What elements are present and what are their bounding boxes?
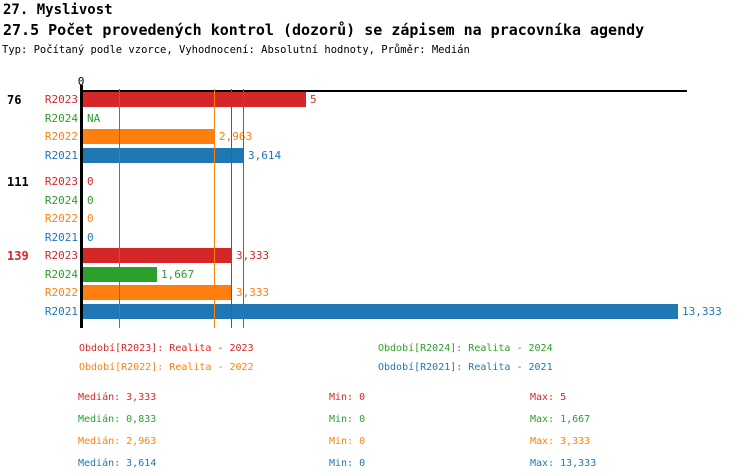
stat-max: Max: 13,333 [530,458,597,469]
bar [83,303,678,319]
group-label: 139 [7,249,29,263]
stat-median: Medián: 0,833 [78,414,157,425]
bar-value-label: 0 [87,212,94,225]
y-axis-line [80,85,83,328]
bar [83,147,244,163]
series-label: R2022 [44,130,78,143]
series-label: R2023 [44,93,78,106]
stat-median: Medián: 3,333 [78,392,157,403]
bar-value-label: 5 [310,93,317,106]
stat-min: Min: 0 [329,414,366,425]
series-label: R2024 [44,111,78,125]
bar-value-label: 13,333 [682,304,722,318]
x-axis-line [80,90,687,92]
series-label: R2023 [44,175,78,188]
bar [83,248,232,263]
bar [83,129,215,144]
bar-value-label: 3,333 [236,249,270,262]
median-line [214,89,216,328]
bar-value-label: 0 [87,193,94,207]
chart-meta: Typ: Počítaný podle vzorce, Vyhodnocení:… [2,44,470,56]
bar-value-label: 0 [87,230,94,244]
series-label: R2023 [44,249,78,262]
bar-value-label: 3,614 [248,148,282,162]
bar-value-label: 2,963 [219,130,253,143]
median-line [119,89,121,328]
median-line [243,89,245,328]
group-label: 111 [7,175,29,189]
page-subtitle: 27.5 Počet provedených kontrol (dozorů) … [3,21,645,39]
bar-value-label: 3,333 [236,286,270,299]
stat-median: Medián: 3,614 [78,458,157,469]
bar-value-label: 1,667 [161,267,195,281]
stat-min: Min: 0 [329,458,366,469]
stat-max: Max: 1,667 [530,414,591,425]
bar [83,285,232,300]
series-label: R2022 [44,212,78,225]
stat-max: Max: 5 [530,392,567,403]
bar-chart: 0 76 R2023 5 R2024 NA R2022 2,963 R2021 3,614 111 R… [0,60,750,332]
page-title: 27. Myslivost [3,2,113,18]
stat-min: Min: 0 [329,436,366,447]
bar-value-label: NA [87,111,101,125]
stat-min: Min: 0 [329,392,366,403]
legend-item-r2023: Období[R2023]: Realita - 2023 [79,343,254,354]
legend-item-r2022: Období[R2022]: Realita - 2022 [79,362,254,373]
legend-item-r2024: Období[R2024]: Realita - 2024 [378,343,553,354]
series-label: R2024 [44,193,78,207]
series-label: R2021 [44,230,78,244]
series-label: R2024 [44,267,78,281]
bar [83,92,306,107]
series-label: R2021 [44,304,78,318]
median-line [230,89,232,328]
series-label: R2021 [44,148,78,162]
axis-zero-label: 0 [77,75,85,88]
bar-value-label: 0 [87,175,94,188]
stat-max: Max: 3,333 [530,436,591,447]
stat-median: Medián: 2,963 [78,436,157,447]
group-label: 76 [7,93,22,107]
legend-item-r2021: Období[R2021]: Realita - 2021 [378,362,553,373]
series-label: R2022 [44,286,78,299]
